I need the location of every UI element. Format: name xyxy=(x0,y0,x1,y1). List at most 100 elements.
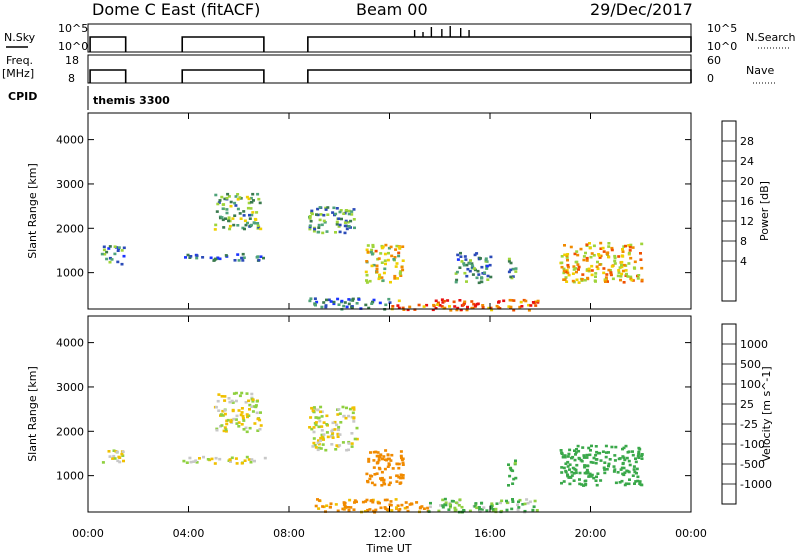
echo-cell xyxy=(353,226,356,230)
velocity-colorbar-label: Velocity [m s^-1] xyxy=(760,366,773,461)
echo-cell xyxy=(259,255,263,258)
echo-cell xyxy=(317,439,320,442)
echo-cell xyxy=(395,480,399,483)
echo-cell xyxy=(332,300,336,304)
echo-cell xyxy=(520,305,524,308)
echo-cell xyxy=(116,459,120,463)
echo-cell xyxy=(237,421,241,424)
echo-cell xyxy=(397,245,401,249)
echo-cell xyxy=(387,463,391,467)
echo-cell xyxy=(217,201,221,204)
echo-cell xyxy=(348,498,352,502)
echo-cell xyxy=(426,506,430,510)
echo-cell xyxy=(347,508,351,512)
echo-cell xyxy=(490,506,494,509)
echo-cell xyxy=(485,509,489,512)
echo-cell xyxy=(334,231,337,234)
cpid-label: CPID xyxy=(8,90,37,103)
echo-cell xyxy=(399,454,403,458)
echo-cell xyxy=(328,506,332,509)
echo-cell xyxy=(465,274,469,278)
echo-cell xyxy=(239,413,243,417)
echo-cell xyxy=(448,305,451,308)
echo-cell xyxy=(232,223,236,227)
echo-cell xyxy=(366,244,370,247)
echo-cell xyxy=(468,262,472,265)
freq-label-bottom: [MHz] xyxy=(2,67,34,80)
echo-cell xyxy=(387,246,391,250)
echo-cell xyxy=(622,245,626,248)
echo-cell xyxy=(324,208,328,211)
echo-cell xyxy=(227,219,231,223)
echo-cell xyxy=(352,416,356,419)
echo-cell xyxy=(251,400,255,403)
echo-cell xyxy=(309,297,313,300)
echo-cell xyxy=(398,507,402,511)
echo-cell xyxy=(460,260,464,263)
echo-cell xyxy=(568,448,572,452)
echo-cell xyxy=(256,417,260,421)
echo-cell xyxy=(220,395,224,398)
echo-cell xyxy=(214,405,218,409)
echo-cell xyxy=(455,278,459,282)
echo-cell xyxy=(317,499,321,502)
echo-cell xyxy=(486,274,490,278)
echo-cell xyxy=(319,405,323,409)
power-colorbar-label: Power [dB] xyxy=(758,181,771,241)
echo-cell xyxy=(336,435,340,438)
echo-cell xyxy=(500,509,504,513)
echo-cell xyxy=(251,410,255,413)
echo-cell xyxy=(223,426,227,429)
echo-cell xyxy=(383,498,387,502)
echo-cell xyxy=(257,225,261,229)
echo-cell xyxy=(607,451,610,454)
echo-cell xyxy=(446,299,450,302)
echo-cell xyxy=(631,246,635,249)
echo-cell xyxy=(337,425,341,429)
echo-cell xyxy=(575,250,579,253)
echo-cell xyxy=(563,278,567,281)
echo-cell xyxy=(212,259,216,262)
echo-cell xyxy=(248,403,252,407)
echo-cell xyxy=(455,270,459,274)
echo-cell xyxy=(400,503,404,507)
echo-cell xyxy=(352,508,356,511)
echo-cell xyxy=(347,225,351,228)
echo-cell xyxy=(370,252,374,256)
echo-cell xyxy=(324,305,328,309)
echo-cell xyxy=(252,199,255,202)
echo-cell xyxy=(492,508,495,511)
echo-cell xyxy=(308,299,312,303)
echo-cell xyxy=(334,448,338,451)
freq-label-top: Freq. xyxy=(6,54,33,67)
echo-cell xyxy=(594,461,598,465)
echo-cell xyxy=(614,445,618,449)
echo-cell xyxy=(371,498,375,502)
echo-cell xyxy=(247,414,251,417)
echo-cell xyxy=(242,210,246,213)
echo-cell xyxy=(468,509,472,513)
echo-cell xyxy=(107,450,111,453)
echo-cell xyxy=(533,499,537,503)
echo-cell xyxy=(320,410,324,413)
echo-cell xyxy=(588,453,592,457)
echo-cell xyxy=(376,451,380,454)
echo-cell xyxy=(341,405,345,409)
x-tick-label: 08:00 xyxy=(273,527,305,540)
echo-cell xyxy=(465,263,469,267)
echo-cell xyxy=(371,500,375,504)
echo-cell xyxy=(254,405,258,409)
echo-cell xyxy=(607,245,611,248)
echo-cell xyxy=(221,409,225,413)
echo-cell xyxy=(344,416,348,420)
echo-cell xyxy=(473,268,477,272)
echo-cell xyxy=(116,249,120,252)
echo-cell xyxy=(601,450,605,453)
echo-cell xyxy=(462,262,466,265)
echo-cell xyxy=(113,252,117,256)
echo-cell xyxy=(456,306,460,310)
echo-cell xyxy=(625,272,628,276)
echo-cell xyxy=(184,256,187,259)
echo-cell xyxy=(192,460,196,463)
echo-cell xyxy=(559,449,563,452)
